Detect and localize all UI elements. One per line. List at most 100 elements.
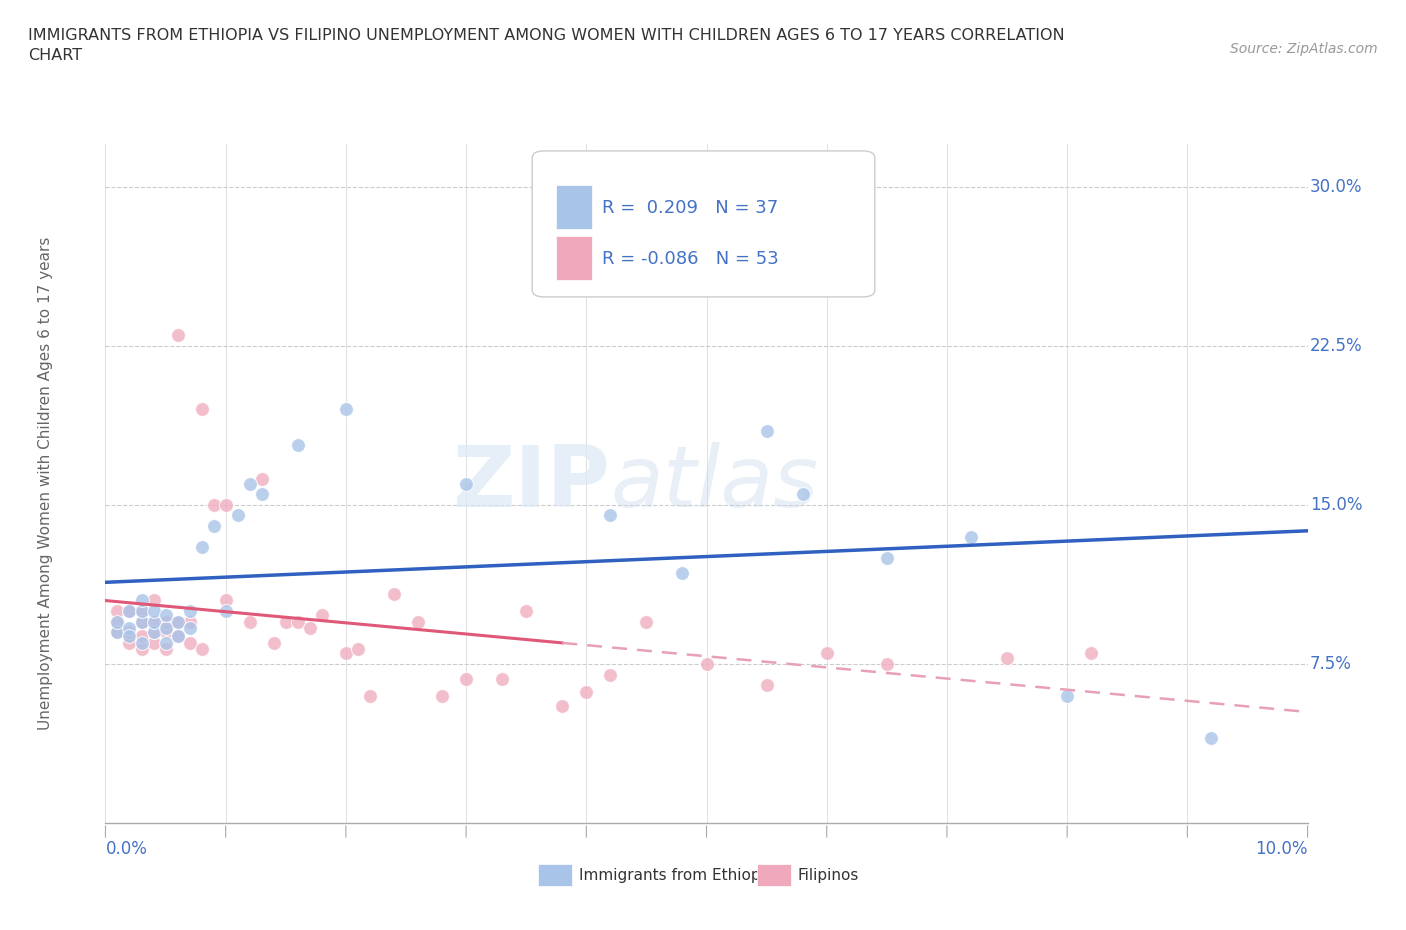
Point [263, 635, 285, 650]
Point [696, 657, 718, 671]
Point [107, 614, 129, 629]
Point [274, 614, 297, 629]
Point [118, 620, 141, 635]
Text: 22.5%: 22.5% [1310, 337, 1362, 354]
Text: 10.0%: 10.0% [1256, 840, 1308, 858]
Point [515, 604, 537, 618]
Point [491, 671, 513, 686]
Point [118, 629, 141, 644]
Text: R =  0.209   N = 37: R = 0.209 N = 37 [602, 199, 778, 217]
Point [287, 438, 309, 453]
Point [131, 642, 153, 657]
Point [131, 614, 153, 629]
Point [382, 587, 405, 602]
Point [107, 614, 129, 629]
Point [155, 625, 177, 640]
Point [166, 629, 188, 644]
Point [142, 592, 165, 607]
Point [155, 607, 177, 622]
Point [406, 614, 429, 629]
Point [179, 604, 201, 618]
Text: Unemployment Among Women with Children Ages 6 to 17 years: Unemployment Among Women with Children A… [38, 237, 53, 730]
Point [118, 604, 141, 618]
Point [250, 472, 273, 486]
Point [190, 402, 212, 417]
Point [107, 625, 129, 640]
Text: R = -0.086   N = 53: R = -0.086 N = 53 [602, 250, 779, 268]
Point [359, 688, 381, 703]
Point [226, 508, 249, 523]
Point [214, 604, 236, 618]
Point [202, 519, 225, 534]
Point [755, 678, 778, 693]
Point [131, 629, 153, 644]
Point [298, 620, 321, 635]
Point [287, 614, 309, 629]
Text: Source: ZipAtlas.com: Source: ZipAtlas.com [1230, 42, 1378, 56]
Point [1080, 646, 1102, 661]
Point [335, 402, 357, 417]
Text: 0.0%: 0.0% [105, 840, 148, 858]
Point [599, 508, 621, 523]
Point [190, 642, 212, 657]
Point [876, 657, 898, 671]
Point [430, 688, 453, 703]
Point [131, 635, 153, 650]
Point [551, 699, 574, 714]
Point [118, 625, 141, 640]
Point [131, 604, 153, 618]
Point [239, 614, 262, 629]
Point [179, 614, 201, 629]
Point [250, 486, 273, 501]
Point [214, 592, 236, 607]
Point [155, 614, 177, 629]
Point [142, 604, 165, 618]
Point [190, 539, 212, 554]
Point [142, 625, 165, 640]
Point [815, 646, 838, 661]
Point [179, 620, 201, 635]
Point [1201, 731, 1223, 746]
Point [142, 635, 165, 650]
Text: Immigrants from Ethiopia: Immigrants from Ethiopia [579, 868, 775, 883]
Point [202, 498, 225, 512]
Text: 15.0%: 15.0% [1310, 496, 1362, 513]
Text: 30.0%: 30.0% [1310, 178, 1362, 195]
Point [166, 614, 188, 629]
Point [454, 671, 477, 686]
Bar [557, 185, 592, 229]
Point [575, 684, 598, 699]
Point [142, 625, 165, 640]
Point [347, 642, 370, 657]
Point [551, 243, 574, 258]
Point [118, 604, 141, 618]
Point [454, 476, 477, 491]
Point [166, 614, 188, 629]
Point [131, 592, 153, 607]
Point [155, 620, 177, 635]
Point [142, 614, 165, 629]
Point [107, 625, 129, 640]
Point [876, 551, 898, 565]
Point [131, 604, 153, 618]
Point [118, 635, 141, 650]
Point [155, 642, 177, 657]
Point [179, 635, 201, 650]
Bar [538, 865, 572, 886]
Point [636, 614, 658, 629]
Point [155, 635, 177, 650]
Point [142, 614, 165, 629]
FancyBboxPatch shape [533, 151, 875, 297]
Point [239, 476, 262, 491]
Point [166, 629, 188, 644]
Point [131, 614, 153, 629]
Text: ZIP: ZIP [453, 442, 610, 525]
Point [755, 423, 778, 438]
Bar [756, 865, 790, 886]
Point [599, 667, 621, 682]
Point [960, 529, 983, 544]
Point [214, 498, 236, 512]
Text: CHART: CHART [28, 48, 82, 63]
Point [166, 327, 188, 342]
Point [1056, 688, 1078, 703]
